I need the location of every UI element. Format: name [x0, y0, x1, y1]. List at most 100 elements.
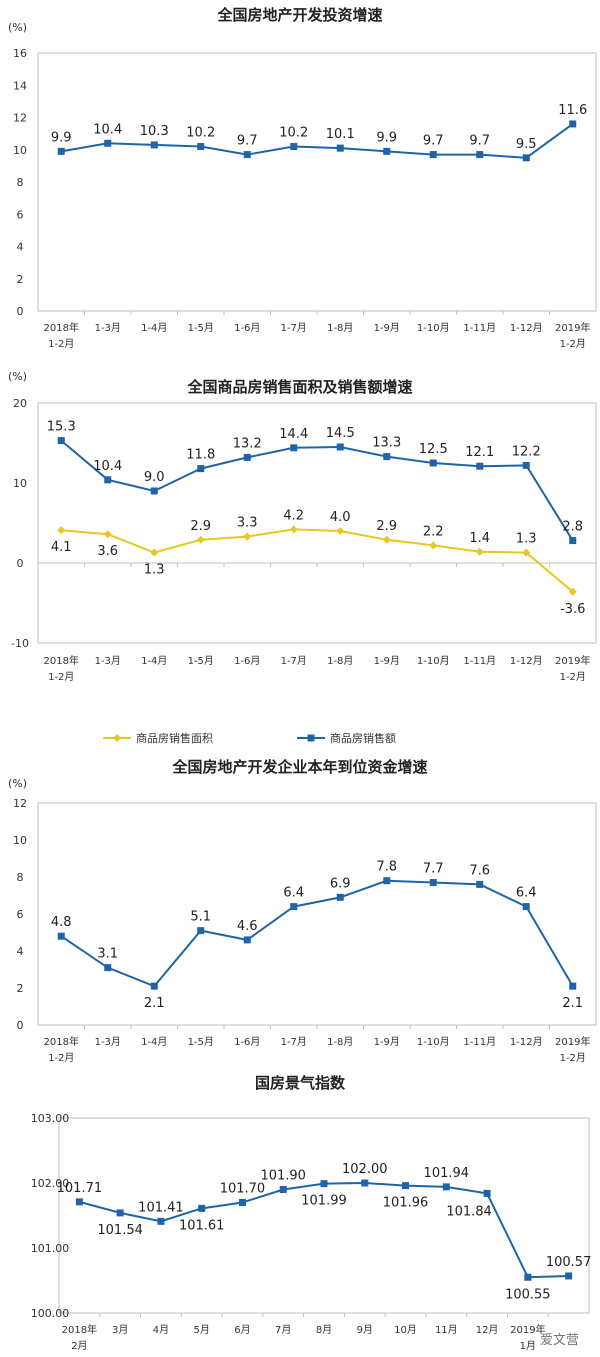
x-tick-label: 1-8月 — [327, 322, 353, 334]
data-point — [382, 535, 391, 544]
data-label: -3.6 — [560, 602, 585, 617]
data-point — [104, 476, 112, 484]
x-tick-label: 1-3月 — [95, 1036, 121, 1048]
data-label: 6.4 — [283, 886, 304, 901]
data-label: 14.4 — [279, 427, 308, 442]
x-tick-label: 1-10月 — [417, 1036, 450, 1048]
x-tick-label: 1-2月 — [560, 1052, 586, 1064]
x-tick-label: 12月 — [476, 1324, 499, 1336]
x-tick-label: 11月 — [435, 1324, 458, 1336]
data-point — [290, 143, 298, 151]
y-tick-label: 2 — [17, 273, 24, 286]
x-tick-label: 1-10月 — [417, 322, 450, 334]
y-tick-label: 10 — [13, 477, 27, 490]
data-label: 1.3 — [144, 563, 165, 578]
data-point — [75, 1198, 83, 1206]
x-tick-label: 1-2月 — [48, 671, 74, 683]
plot-area — [37, 802, 597, 1026]
series-line — [60, 439, 574, 542]
data-label: 10.1 — [326, 127, 355, 142]
x-tick-label: 1-4月 — [141, 1036, 167, 1048]
data-label: 101.90 — [260, 1169, 306, 1184]
y-tick-label: 100.00 — [31, 1307, 70, 1320]
y-tick-label: 0 — [17, 305, 24, 318]
data-point — [150, 982, 158, 990]
data-point — [475, 547, 484, 556]
plot-area — [58, 1117, 590, 1314]
data-label: 3.6 — [97, 544, 118, 559]
data-label: 11.8 — [186, 448, 215, 463]
data-label: 2.9 — [376, 519, 397, 534]
data-label: 9.0 — [144, 470, 165, 485]
x-tick-label: 1-6月 — [234, 655, 260, 667]
legend-marker — [307, 734, 315, 742]
x-tick-label: 1-6月 — [234, 1036, 260, 1048]
data-point — [429, 151, 437, 159]
data-point — [197, 927, 205, 935]
plot-area — [37, 52, 597, 312]
x-tick-label: 1-7月 — [281, 1036, 307, 1048]
y-unit-label: (%) — [8, 21, 27, 34]
data-point — [57, 526, 66, 535]
legend-label: 商品房销售面积 — [136, 731, 213, 745]
series-line — [61, 528, 574, 593]
x-tick-label: 1-7月 — [281, 655, 307, 667]
data-label: 15.3 — [47, 420, 76, 435]
y-unit-label: (%) — [8, 370, 27, 383]
y-tick-label: 8 — [17, 176, 24, 189]
data-label: 100.55 — [505, 1287, 551, 1302]
series-line — [60, 879, 574, 988]
x-tick-label: 1-4月 — [141, 322, 167, 334]
data-point — [522, 154, 530, 162]
data-point — [150, 487, 158, 495]
data-label: 12.1 — [465, 445, 494, 460]
data-label: 1.4 — [469, 531, 490, 546]
data-label: 7.7 — [423, 862, 444, 877]
x-tick-label: 1-9月 — [374, 655, 400, 667]
data-label: 14.5 — [326, 426, 355, 441]
data-point — [104, 139, 112, 147]
data-label: 3.1 — [97, 947, 118, 962]
data-point — [104, 964, 112, 972]
x-tick-label: 1-11月 — [463, 655, 496, 667]
data-label: 10.4 — [93, 122, 122, 137]
y-tick-label: 6 — [17, 908, 24, 921]
x-tick-label: 1-8月 — [327, 655, 353, 667]
data-label: 9.5 — [516, 137, 537, 152]
x-tick-label: 1-10月 — [417, 655, 450, 667]
data-point — [383, 877, 391, 885]
data-label: 101.71 — [57, 1181, 103, 1196]
data-point — [243, 532, 252, 541]
x-tick-label: 1-2月 — [560, 671, 586, 683]
data-label: 100.57 — [546, 1255, 592, 1270]
data-point — [290, 444, 298, 452]
y-tick-label: 103.00 — [31, 1112, 70, 1125]
y-tick-label: 101.00 — [31, 1242, 70, 1255]
chart-4: 国房景气指数 100.00 101.00 102.00 103.00 2018年 2月 3月 4… — [31, 1074, 592, 1352]
data-point — [429, 541, 438, 550]
y-tick-label: 12 — [13, 112, 27, 125]
y-tick-label: 6 — [17, 208, 24, 221]
data-point — [442, 1183, 450, 1191]
data-point — [402, 1182, 410, 1190]
x-tick-label: 2019年 — [510, 1323, 545, 1336]
y-tick-label: -10 — [11, 637, 29, 650]
y-tick-label: 4 — [17, 945, 24, 958]
data-point — [429, 879, 437, 887]
data-label: 9.7 — [469, 134, 490, 149]
x-tick-label: 2019年 — [555, 321, 590, 334]
data-label: 101.94 — [424, 1166, 470, 1181]
x-tick-label: 1-12月 — [510, 655, 543, 667]
chart-title: 国房景气指数 — [255, 1074, 346, 1092]
data-label: 13.3 — [372, 436, 401, 451]
x-tick-label: 1-8月 — [327, 1036, 353, 1048]
data-label: 9.7 — [237, 134, 258, 149]
data-label: 4.8 — [51, 915, 72, 930]
y-tick-label: 0 — [17, 1019, 24, 1032]
x-tick-label: 1-12月 — [510, 322, 543, 334]
data-label: 101.41 — [138, 1200, 184, 1215]
data-point — [429, 459, 437, 467]
data-point — [103, 530, 112, 539]
chart-3: 全国房地产开发企业本年到位资金增速 (%) 0 2 4 6 8 10 12 2018年 1-2月 1-… — [8, 758, 597, 1064]
